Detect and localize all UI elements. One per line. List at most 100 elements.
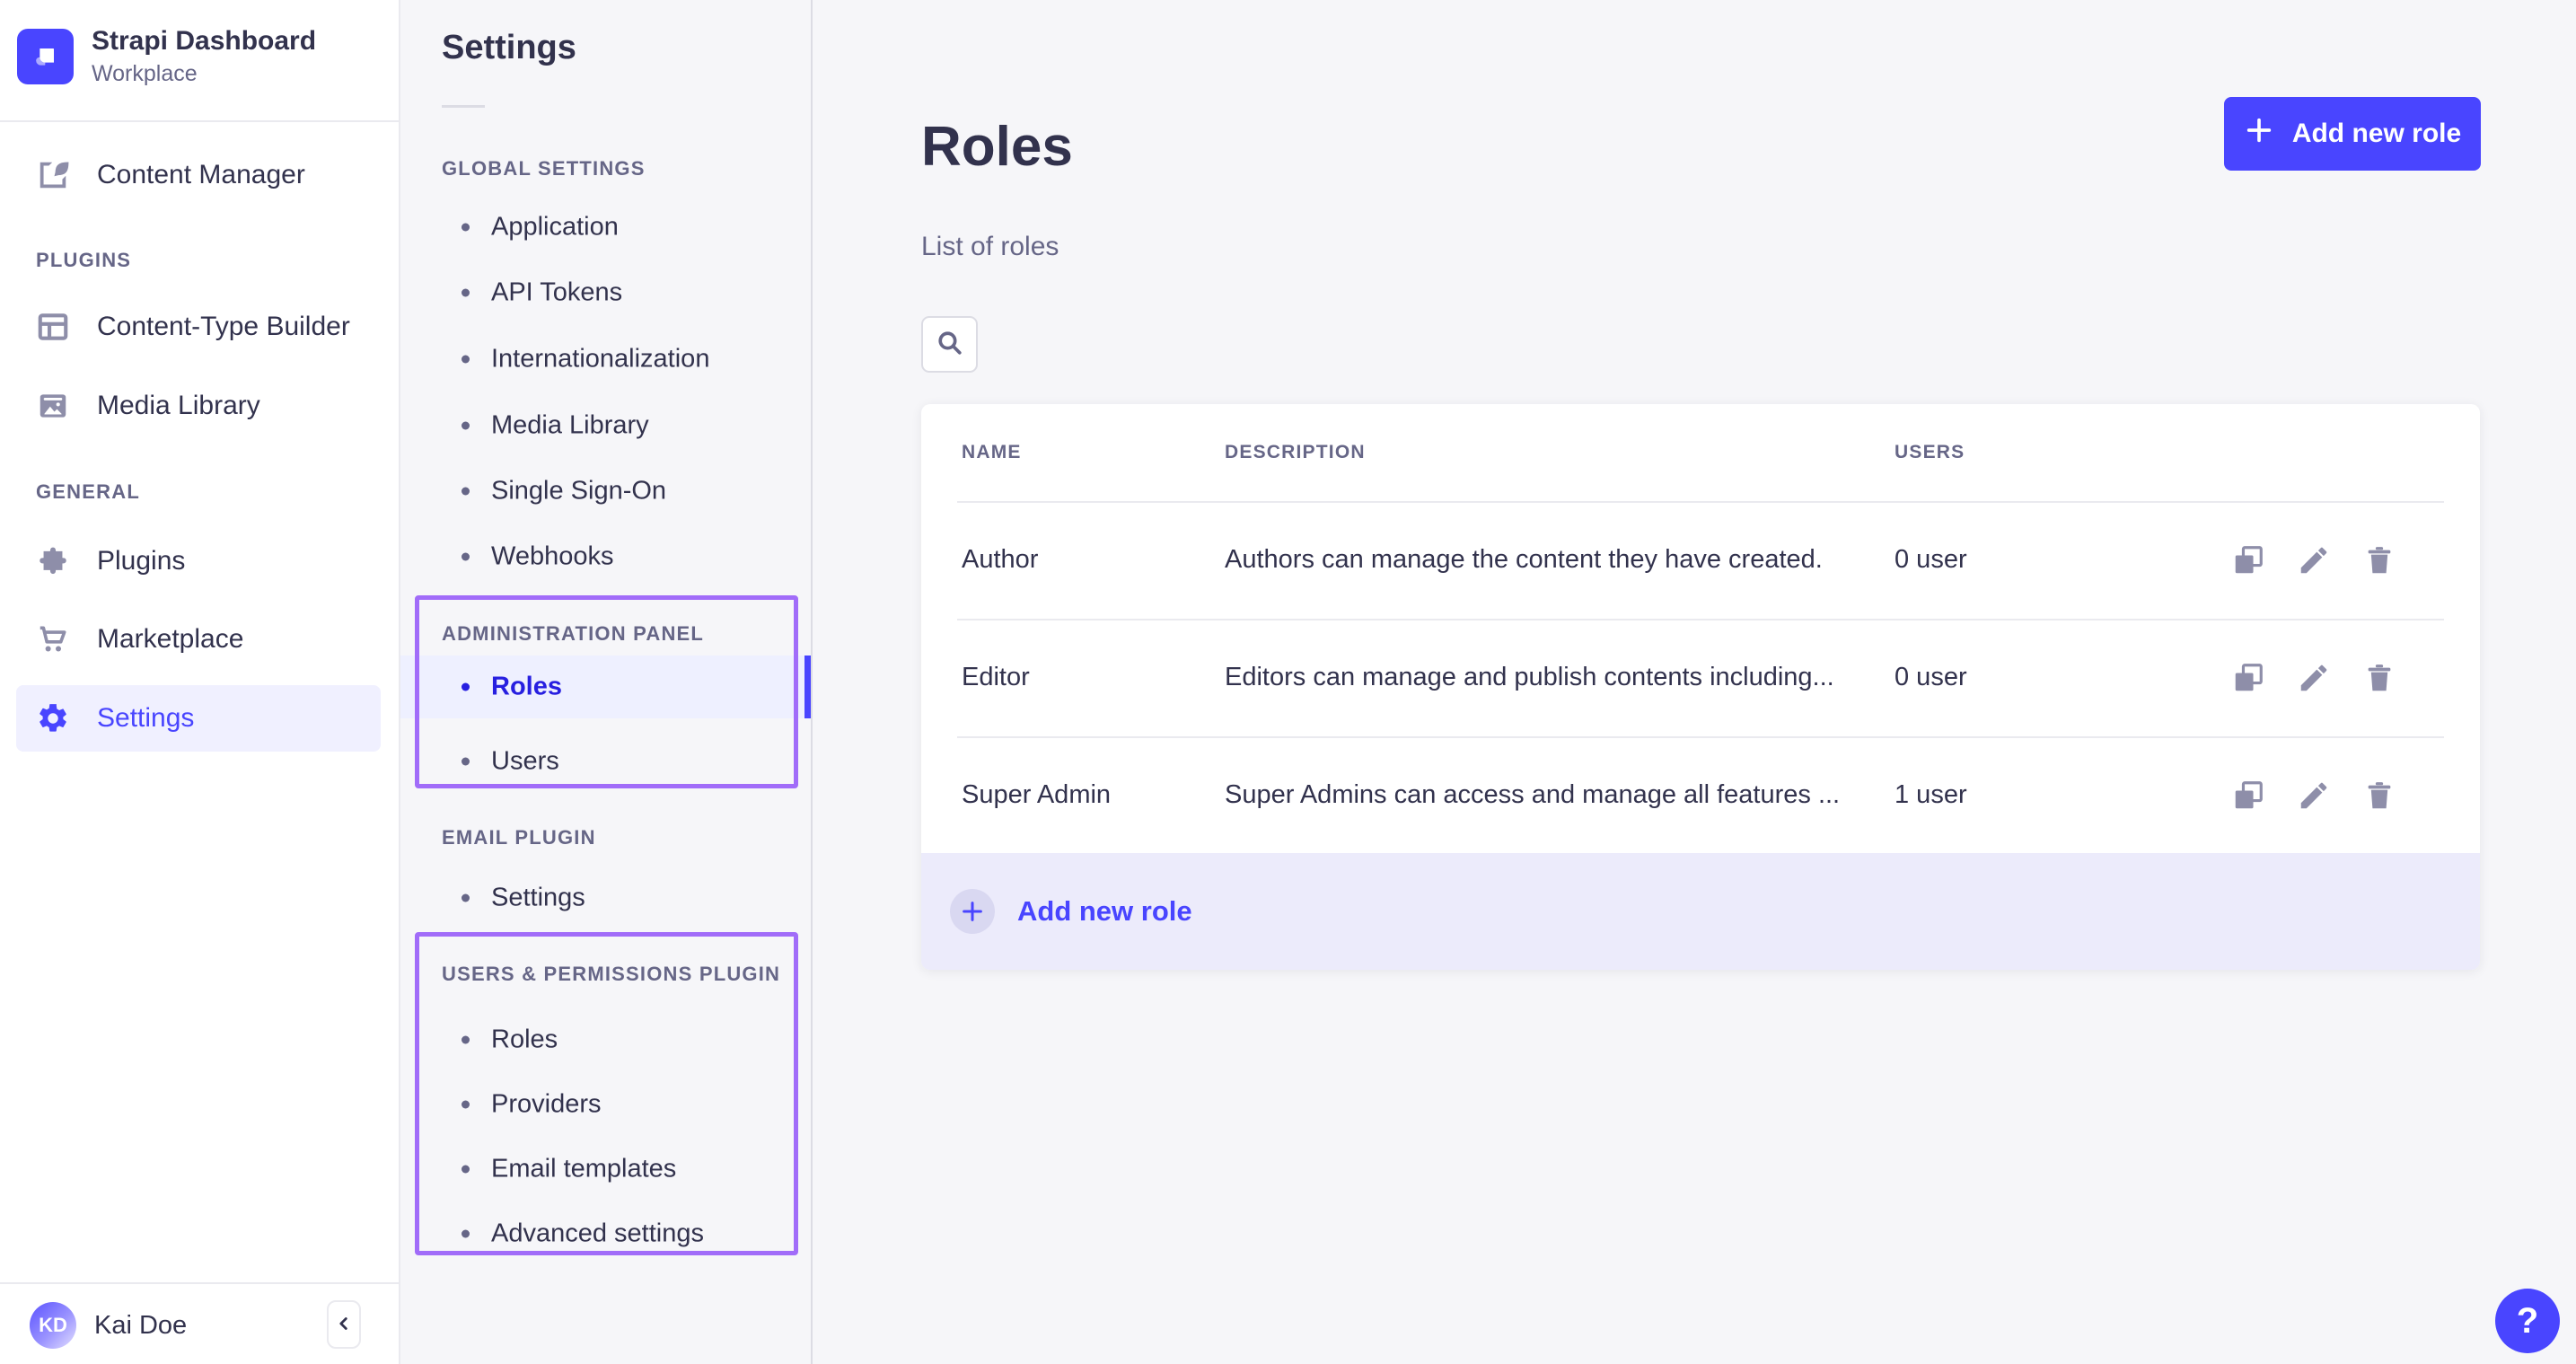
roles-table-card: NAME DESCRIPTION USERS Author Authors ca… xyxy=(921,404,2480,970)
subnav-item-advanced-settings[interactable]: Advanced settings xyxy=(462,1219,704,1249)
role-description: Authors can manage the content they have… xyxy=(1225,545,1823,574)
subnav-item-label: Webhooks xyxy=(491,541,614,571)
sidebar-item-media-library[interactable]: Media Library xyxy=(36,389,260,423)
subnav-item-email-settings[interactable]: Settings xyxy=(462,884,585,913)
duplicate-icon[interactable] xyxy=(2231,543,2265,577)
edit-icon[interactable] xyxy=(2297,543,2331,577)
media-library-icon xyxy=(36,389,70,423)
table-row-editor[interactable]: Editor Editors can manage and publish co… xyxy=(921,619,2480,736)
add-new-role-footer-button[interactable]: Add new role xyxy=(921,853,2480,970)
bullet-icon xyxy=(462,487,470,496)
add-new-role-label: Add new role xyxy=(2291,119,2462,148)
subnav-item-label: Providers xyxy=(491,1089,602,1119)
avatar: KD xyxy=(30,1302,76,1349)
user-name: Kai Doe xyxy=(94,1310,188,1340)
subnav-item-webhooks[interactable]: Webhooks xyxy=(462,542,614,572)
sidebar-item-label: Content Manager xyxy=(97,160,305,189)
user-profile[interactable]: KD Kai Doe xyxy=(30,1302,187,1349)
edit-icon[interactable] xyxy=(2297,779,2331,813)
bullet-icon xyxy=(462,893,470,902)
chevron-left-icon xyxy=(334,1314,354,1336)
content-manager-icon xyxy=(36,158,70,192)
delete-icon[interactable] xyxy=(2362,543,2396,577)
delete-icon[interactable] xyxy=(2362,661,2396,695)
page-title: Roles xyxy=(921,116,1073,178)
row-actions xyxy=(2231,661,2396,695)
cart-icon xyxy=(36,622,70,656)
subnav-section-administration-panel: ADMINISTRATION PANEL xyxy=(442,622,705,645)
column-header-name: NAME xyxy=(962,442,1022,462)
duplicate-icon[interactable] xyxy=(2231,779,2265,813)
bullet-icon xyxy=(462,552,470,561)
sidebar-item-content-manager[interactable]: Content Manager xyxy=(36,158,305,192)
gear-icon xyxy=(36,701,70,735)
subnav-item-email-templates[interactable]: Email templates xyxy=(462,1155,676,1184)
search-button[interactable] xyxy=(921,316,978,373)
row-divider xyxy=(957,736,2444,738)
sidebar-item-content-type-builder[interactable]: Content-Type Builder xyxy=(36,310,350,344)
collapse-sidebar-button[interactable] xyxy=(327,1300,361,1349)
subnav-item-label: Single Sign-On xyxy=(491,476,667,506)
sidebar-item-settings[interactable]: Settings xyxy=(36,701,194,735)
subnav-item-up-roles[interactable]: Roles xyxy=(462,1025,558,1055)
sidebar-item-label: Marketplace xyxy=(97,624,244,654)
bullet-icon xyxy=(462,1100,470,1109)
workspace-brand[interactable]: Strapi Dashboard Workplace xyxy=(17,25,316,87)
table-row-author[interactable]: Author Authors can manage the content th… xyxy=(921,501,2480,619)
edit-icon[interactable] xyxy=(2297,661,2331,695)
plus-circle-icon xyxy=(950,889,995,934)
subnav-item-single-sign-on[interactable]: Single Sign-On xyxy=(462,477,666,506)
sidebar-item-label: Content-Type Builder xyxy=(97,312,350,341)
subnav-item-admin-users[interactable]: Users xyxy=(462,747,559,777)
subnav-item-media-library[interactable]: Media Library xyxy=(462,411,649,441)
delete-icon[interactable] xyxy=(2362,779,2396,813)
subnav-title: Settings xyxy=(442,29,576,66)
subnav-section-global-settings: GLOBAL SETTINGS xyxy=(442,157,646,180)
subnav-item-application[interactable]: Application xyxy=(462,213,619,242)
table-row-super-admin[interactable]: Super Admin Super Admins can access and … xyxy=(921,736,2480,854)
row-divider xyxy=(957,619,2444,620)
sidebar-section-general: GENERAL xyxy=(36,480,140,503)
duplicate-icon[interactable] xyxy=(2231,661,2265,695)
sidebar-item-plugins[interactable]: Plugins xyxy=(36,544,185,578)
brand-text: Strapi Dashboard Workplace xyxy=(92,25,316,87)
subnav-item-internationalization[interactable]: Internationalization xyxy=(462,345,709,374)
bullet-icon xyxy=(462,288,470,297)
bullet-icon xyxy=(462,355,470,364)
content-type-builder-icon xyxy=(36,310,70,344)
table-header-row: NAME DESCRIPTION USERS xyxy=(921,404,2480,501)
role-users-count: 1 user xyxy=(1895,780,1967,809)
subnav-item-api-tokens[interactable]: API Tokens xyxy=(462,278,622,308)
subnav-item-label: Roles xyxy=(491,672,562,701)
help-button[interactable]: ? xyxy=(2495,1289,2560,1353)
active-item-indicator-bar xyxy=(804,656,811,718)
subnav-item-providers[interactable]: Providers xyxy=(462,1090,602,1120)
role-name: Author xyxy=(962,545,1039,574)
search-icon xyxy=(935,328,965,361)
page-subtitle: List of roles xyxy=(921,232,1059,261)
workspace-subtitle: Workplace xyxy=(92,61,198,86)
subnav-section-users-permissions: USERS & PERMISSIONS PLUGIN xyxy=(442,963,781,985)
sidebar-item-marketplace[interactable]: Marketplace xyxy=(36,622,243,656)
subnav-item-admin-roles[interactable]: Roles xyxy=(462,673,562,702)
main-content: Roles List of roles Add new role NAME DE… xyxy=(813,0,2576,1364)
subnav-item-label: Internationalization xyxy=(491,344,710,374)
role-description: Super Admins can access and manage all f… xyxy=(1225,780,1841,809)
sidebar-item-label: Settings xyxy=(97,703,195,733)
subnav-item-label: API Tokens xyxy=(491,277,623,307)
workspace-title: Strapi Dashboard xyxy=(92,26,317,56)
subnav-item-label: Email templates xyxy=(491,1154,677,1184)
question-mark-icon: ? xyxy=(2516,1300,2539,1341)
puzzle-icon xyxy=(36,544,70,578)
sidebar-item-label: Media Library xyxy=(97,391,260,420)
subnav-item-label: Media Library xyxy=(491,410,649,440)
subnav-item-label: Advanced settings xyxy=(491,1219,704,1248)
row-actions xyxy=(2231,543,2396,577)
row-actions xyxy=(2231,779,2396,813)
footer-add-label: Add new role xyxy=(1017,895,1192,927)
column-header-description: DESCRIPTION xyxy=(1225,442,1366,462)
subnav-item-label: Roles xyxy=(491,1025,558,1054)
add-new-role-button[interactable]: Add new role xyxy=(2224,97,2481,171)
main-sidebar: Strapi Dashboard Workplace Content Manag… xyxy=(0,0,400,1364)
